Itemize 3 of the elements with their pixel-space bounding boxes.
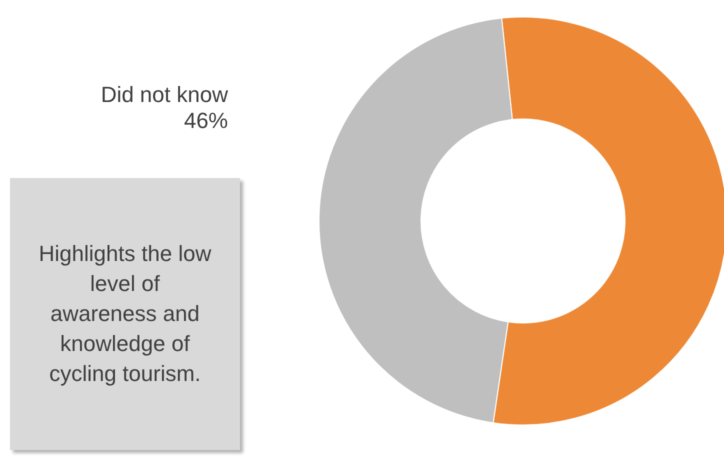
slice-label: Did not know [100, 82, 228, 107]
text: Highlights the low level of awareness and knowledge of cycling tourism. [38, 240, 212, 388]
data-label: 46% [184, 108, 228, 133]
